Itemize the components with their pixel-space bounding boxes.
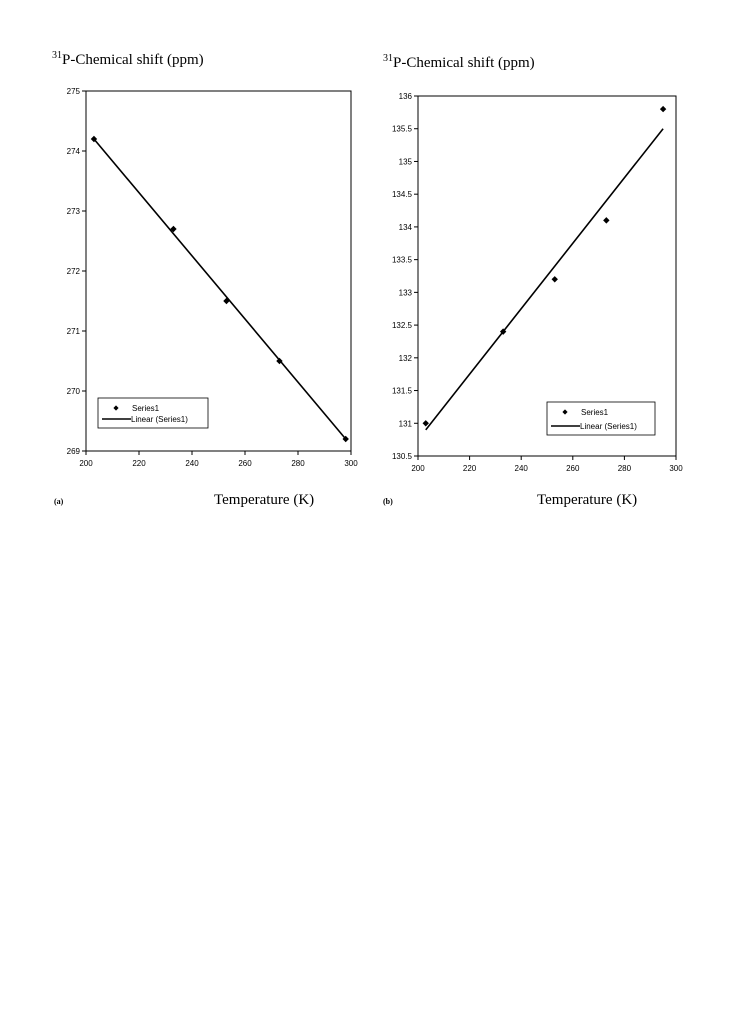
y-tick-label: 274: [67, 147, 81, 156]
y-axis-label-superscript: 31: [383, 53, 393, 64]
y-axis-label-superscript: 31: [52, 50, 62, 61]
chart-panel-a: 31P-Chemical shift (ppm) 269 270 271 272 273…: [0, 0, 368, 530]
legend-marker-points: [113, 405, 119, 411]
x-tick-label: 240: [185, 459, 199, 468]
y-tick-label: 132: [399, 354, 413, 363]
x-tick-label: 260: [566, 464, 580, 473]
y-tick-label: 275: [67, 87, 81, 96]
y-tick-label: 273: [67, 207, 81, 216]
trendline: [93, 138, 347, 440]
data-point: [342, 435, 349, 443]
y-tick-label: 132.5: [392, 321, 413, 330]
y-tick-label: 131: [399, 419, 413, 428]
x-tick-label: 280: [618, 464, 632, 473]
x-tick-label: 260: [238, 459, 252, 468]
panel-tag: (b): [383, 497, 393, 506]
y-tick-label: 272: [67, 267, 81, 276]
y-tick-label: 134: [399, 223, 413, 232]
data-point: [551, 276, 558, 283]
legend-marker-points: [562, 409, 568, 415]
y-axis-label: 31P-Chemical shift (ppm): [383, 53, 535, 72]
legend-box: [546, 401, 656, 436]
data-point: [90, 135, 98, 143]
chart-panel-b: 31P-Chemical shift (ppm) 130.5 131 131.5 13…: [368, 0, 736, 530]
y-tick-label: 269: [67, 447, 81, 456]
legend-label-linear: Linear (Series1): [580, 422, 637, 431]
legend-label-series1: Series1: [132, 404, 160, 413]
plot-frame: [417, 95, 677, 457]
chart-svg: 130.5 131 131.5 132 132.5 133 133.5 134 134.5 135…: [392, 92, 683, 473]
y-tick-label: 271: [67, 327, 81, 336]
x-tick-label: 220: [132, 459, 146, 468]
data-point: [499, 328, 507, 335]
panel-tag: (a): [54, 497, 64, 506]
y-tick-label: 134.5: [392, 190, 413, 199]
x-tick-label: 240: [515, 464, 529, 473]
y-tick-label: 135.5: [392, 125, 413, 134]
y-axis-label-text: P-Chemical shift (ppm): [62, 52, 204, 68]
x-tick-label: 300: [344, 459, 358, 468]
x-tick-label: 200: [411, 464, 425, 473]
legend-label-series1: Series1: [581, 408, 609, 417]
x-axis-label: Temperature (K): [537, 492, 638, 508]
x-tick-label: 220: [463, 464, 477, 473]
y-tick-label: 136: [399, 92, 413, 101]
y-tick-label: 133: [399, 288, 413, 297]
y-tick-label: 131.5: [392, 387, 413, 396]
trendline: [425, 128, 664, 431]
y-axis-label-text: P-Chemical shift (ppm): [393, 55, 535, 71]
y-tick-label: 270: [67, 387, 81, 396]
x-axis-label: Temperature (K): [214, 492, 315, 508]
x-tick-label: 300: [669, 464, 683, 473]
y-tick-label: 133.5: [392, 256, 413, 265]
data-point: [223, 297, 230, 305]
data-point: [276, 357, 283, 365]
legend-label-linear: Linear (Series1): [131, 415, 188, 424]
x-tick-label: 280: [291, 459, 305, 468]
data-point: [659, 105, 667, 113]
data-point: [422, 420, 429, 427]
data-point: [170, 225, 177, 233]
data-point: [603, 217, 610, 224]
legend-box: [97, 397, 209, 429]
y-tick-label: 135: [399, 157, 413, 166]
y-axis-label: 31P-Chemical shift (ppm): [52, 50, 204, 69]
y-tick-label: 130.5: [392, 452, 413, 461]
chart-svg: 269 270 271 272 273 274 275 200 220 240 260 280 300 S…: [67, 87, 359, 468]
x-tick-label: 200: [79, 459, 93, 468]
